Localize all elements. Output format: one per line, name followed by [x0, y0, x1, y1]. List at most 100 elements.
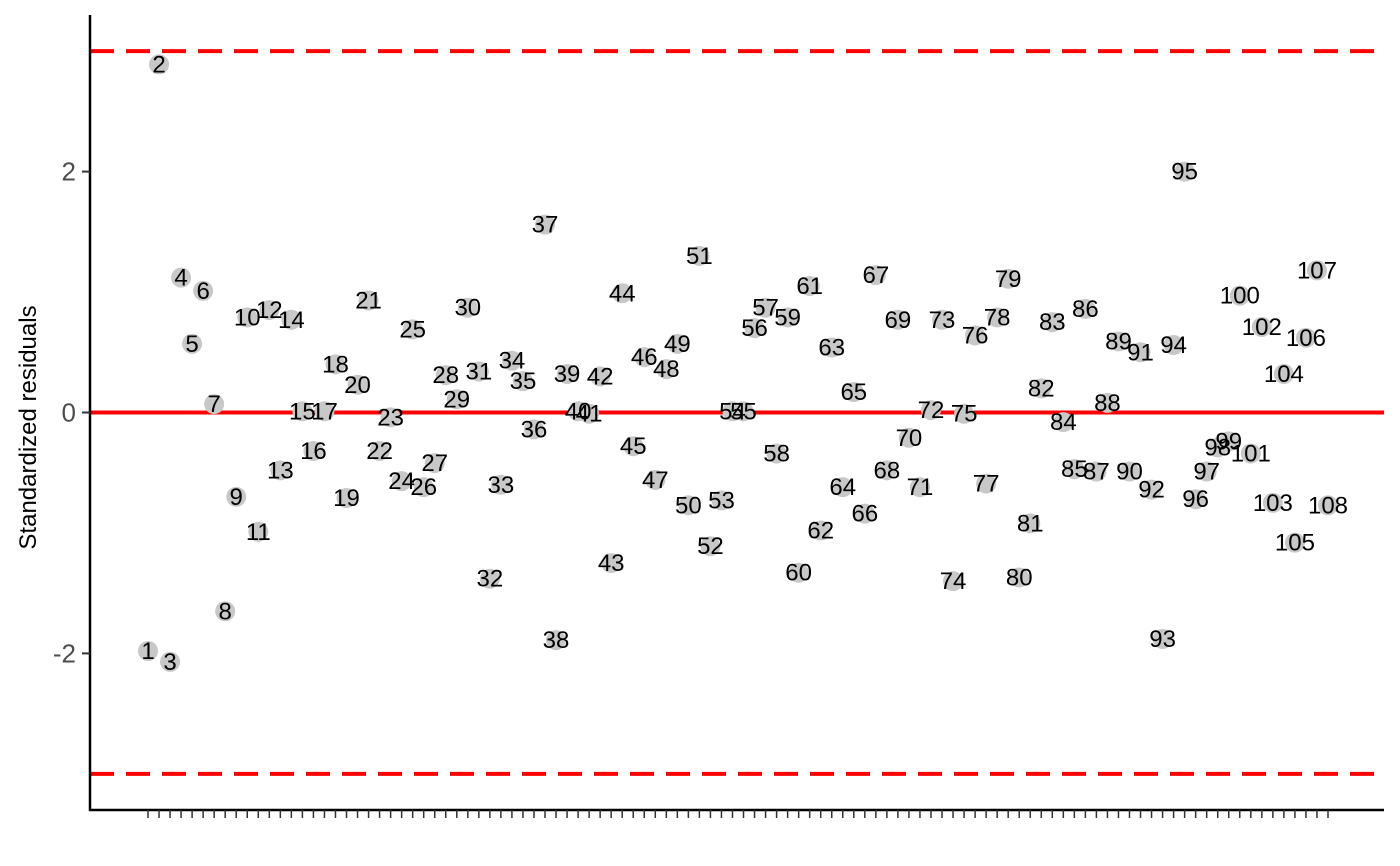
point-label: 61 [796, 273, 823, 300]
data-point [1075, 298, 1096, 319]
point-label: 35 [510, 368, 537, 395]
point-label: 81 [1017, 510, 1044, 537]
point-label: 39 [554, 361, 581, 388]
point-label: 77 [973, 471, 1000, 498]
data-point [303, 441, 324, 462]
point-label: 22 [366, 438, 393, 465]
data-point [998, 268, 1019, 289]
point-label: 49 [664, 331, 691, 358]
point-label: 21 [355, 287, 382, 314]
point-label: 79 [995, 266, 1022, 293]
data-point [1097, 392, 1118, 413]
point-label: 76 [962, 322, 989, 349]
data-point [1130, 342, 1151, 363]
data-point [546, 630, 567, 651]
point-label: 4 [174, 265, 187, 292]
data-point [160, 651, 181, 672]
data-point [1196, 461, 1217, 482]
point-label: 36 [521, 416, 548, 443]
data-point [1273, 363, 1294, 384]
point-label: 50 [675, 492, 702, 519]
point-label: 12 [256, 297, 283, 324]
point-label: 98 [1204, 434, 1231, 461]
data-point [347, 374, 368, 395]
y-tick-label: 2 [62, 157, 76, 187]
point-label: 38 [543, 627, 570, 654]
point-label: 102 [1242, 314, 1282, 341]
data-point [744, 318, 765, 339]
point-label: 48 [653, 356, 680, 383]
data-point [369, 441, 390, 462]
data-point [667, 333, 688, 354]
point-label: 99 [1215, 428, 1242, 455]
point-label: 23 [377, 404, 404, 431]
point-label: 11 [246, 519, 271, 546]
data-point [1229, 285, 1250, 306]
data-point [711, 490, 732, 511]
data-point [237, 307, 258, 328]
data-point [799, 276, 820, 297]
point-label: 101 [1231, 440, 1271, 467]
data-point [887, 309, 908, 330]
data-point [292, 401, 313, 422]
data-point [468, 361, 489, 382]
y-tick-label: -2 [53, 638, 76, 668]
data-point [281, 309, 302, 330]
data-point [1108, 331, 1129, 352]
point-label: 58 [763, 440, 790, 467]
point-label: 69 [885, 307, 912, 334]
point-label: 90 [1116, 459, 1143, 486]
point-label: 13 [267, 457, 294, 484]
point-label: 6 [196, 278, 209, 305]
data-point [1042, 312, 1063, 333]
point-label: 5 [185, 331, 198, 358]
data-point [182, 333, 203, 354]
data-point [590, 366, 611, 387]
point-label: 15 [289, 398, 316, 425]
data-point [1020, 513, 1041, 534]
point-label: 25 [399, 316, 426, 343]
data-point [270, 460, 291, 481]
data-point [479, 568, 500, 589]
point-label: 18 [322, 351, 349, 378]
data-point [248, 521, 269, 542]
data-point [700, 536, 721, 557]
data-point [501, 350, 522, 371]
data-point [1262, 492, 1283, 513]
point-label: 56 [741, 315, 768, 342]
data-point [755, 297, 776, 318]
point-label: 67 [862, 262, 889, 289]
point-label: 27 [421, 450, 448, 477]
point-label: 16 [300, 438, 327, 465]
data-point [1009, 567, 1030, 588]
data-point [645, 469, 666, 490]
data-point [1218, 431, 1239, 452]
data-point [1031, 378, 1052, 399]
point-label: 64 [829, 474, 856, 501]
data-point [1163, 335, 1184, 356]
data-point [920, 400, 941, 421]
data-point [523, 419, 544, 440]
point-label: 83 [1039, 309, 1066, 336]
point-label: 1 [141, 638, 154, 665]
data-point [413, 477, 434, 498]
data-point [171, 267, 192, 288]
point-label: 80 [1006, 565, 1033, 592]
data-point [1174, 161, 1195, 182]
y-tick-label: 0 [62, 398, 76, 428]
point-label: 106 [1286, 325, 1326, 352]
data-point [457, 297, 478, 318]
data-point [876, 460, 897, 481]
point-label: 87 [1083, 459, 1110, 486]
data-point [1284, 532, 1305, 553]
data-point [898, 427, 919, 448]
data-point [865, 265, 886, 286]
data-point [1064, 459, 1085, 480]
data-point [777, 307, 798, 328]
data-point [446, 389, 467, 410]
axes: -2 0 2 [53, 15, 1384, 818]
data-point [733, 401, 754, 422]
data-point [314, 401, 335, 422]
point-label: 73 [929, 307, 956, 334]
